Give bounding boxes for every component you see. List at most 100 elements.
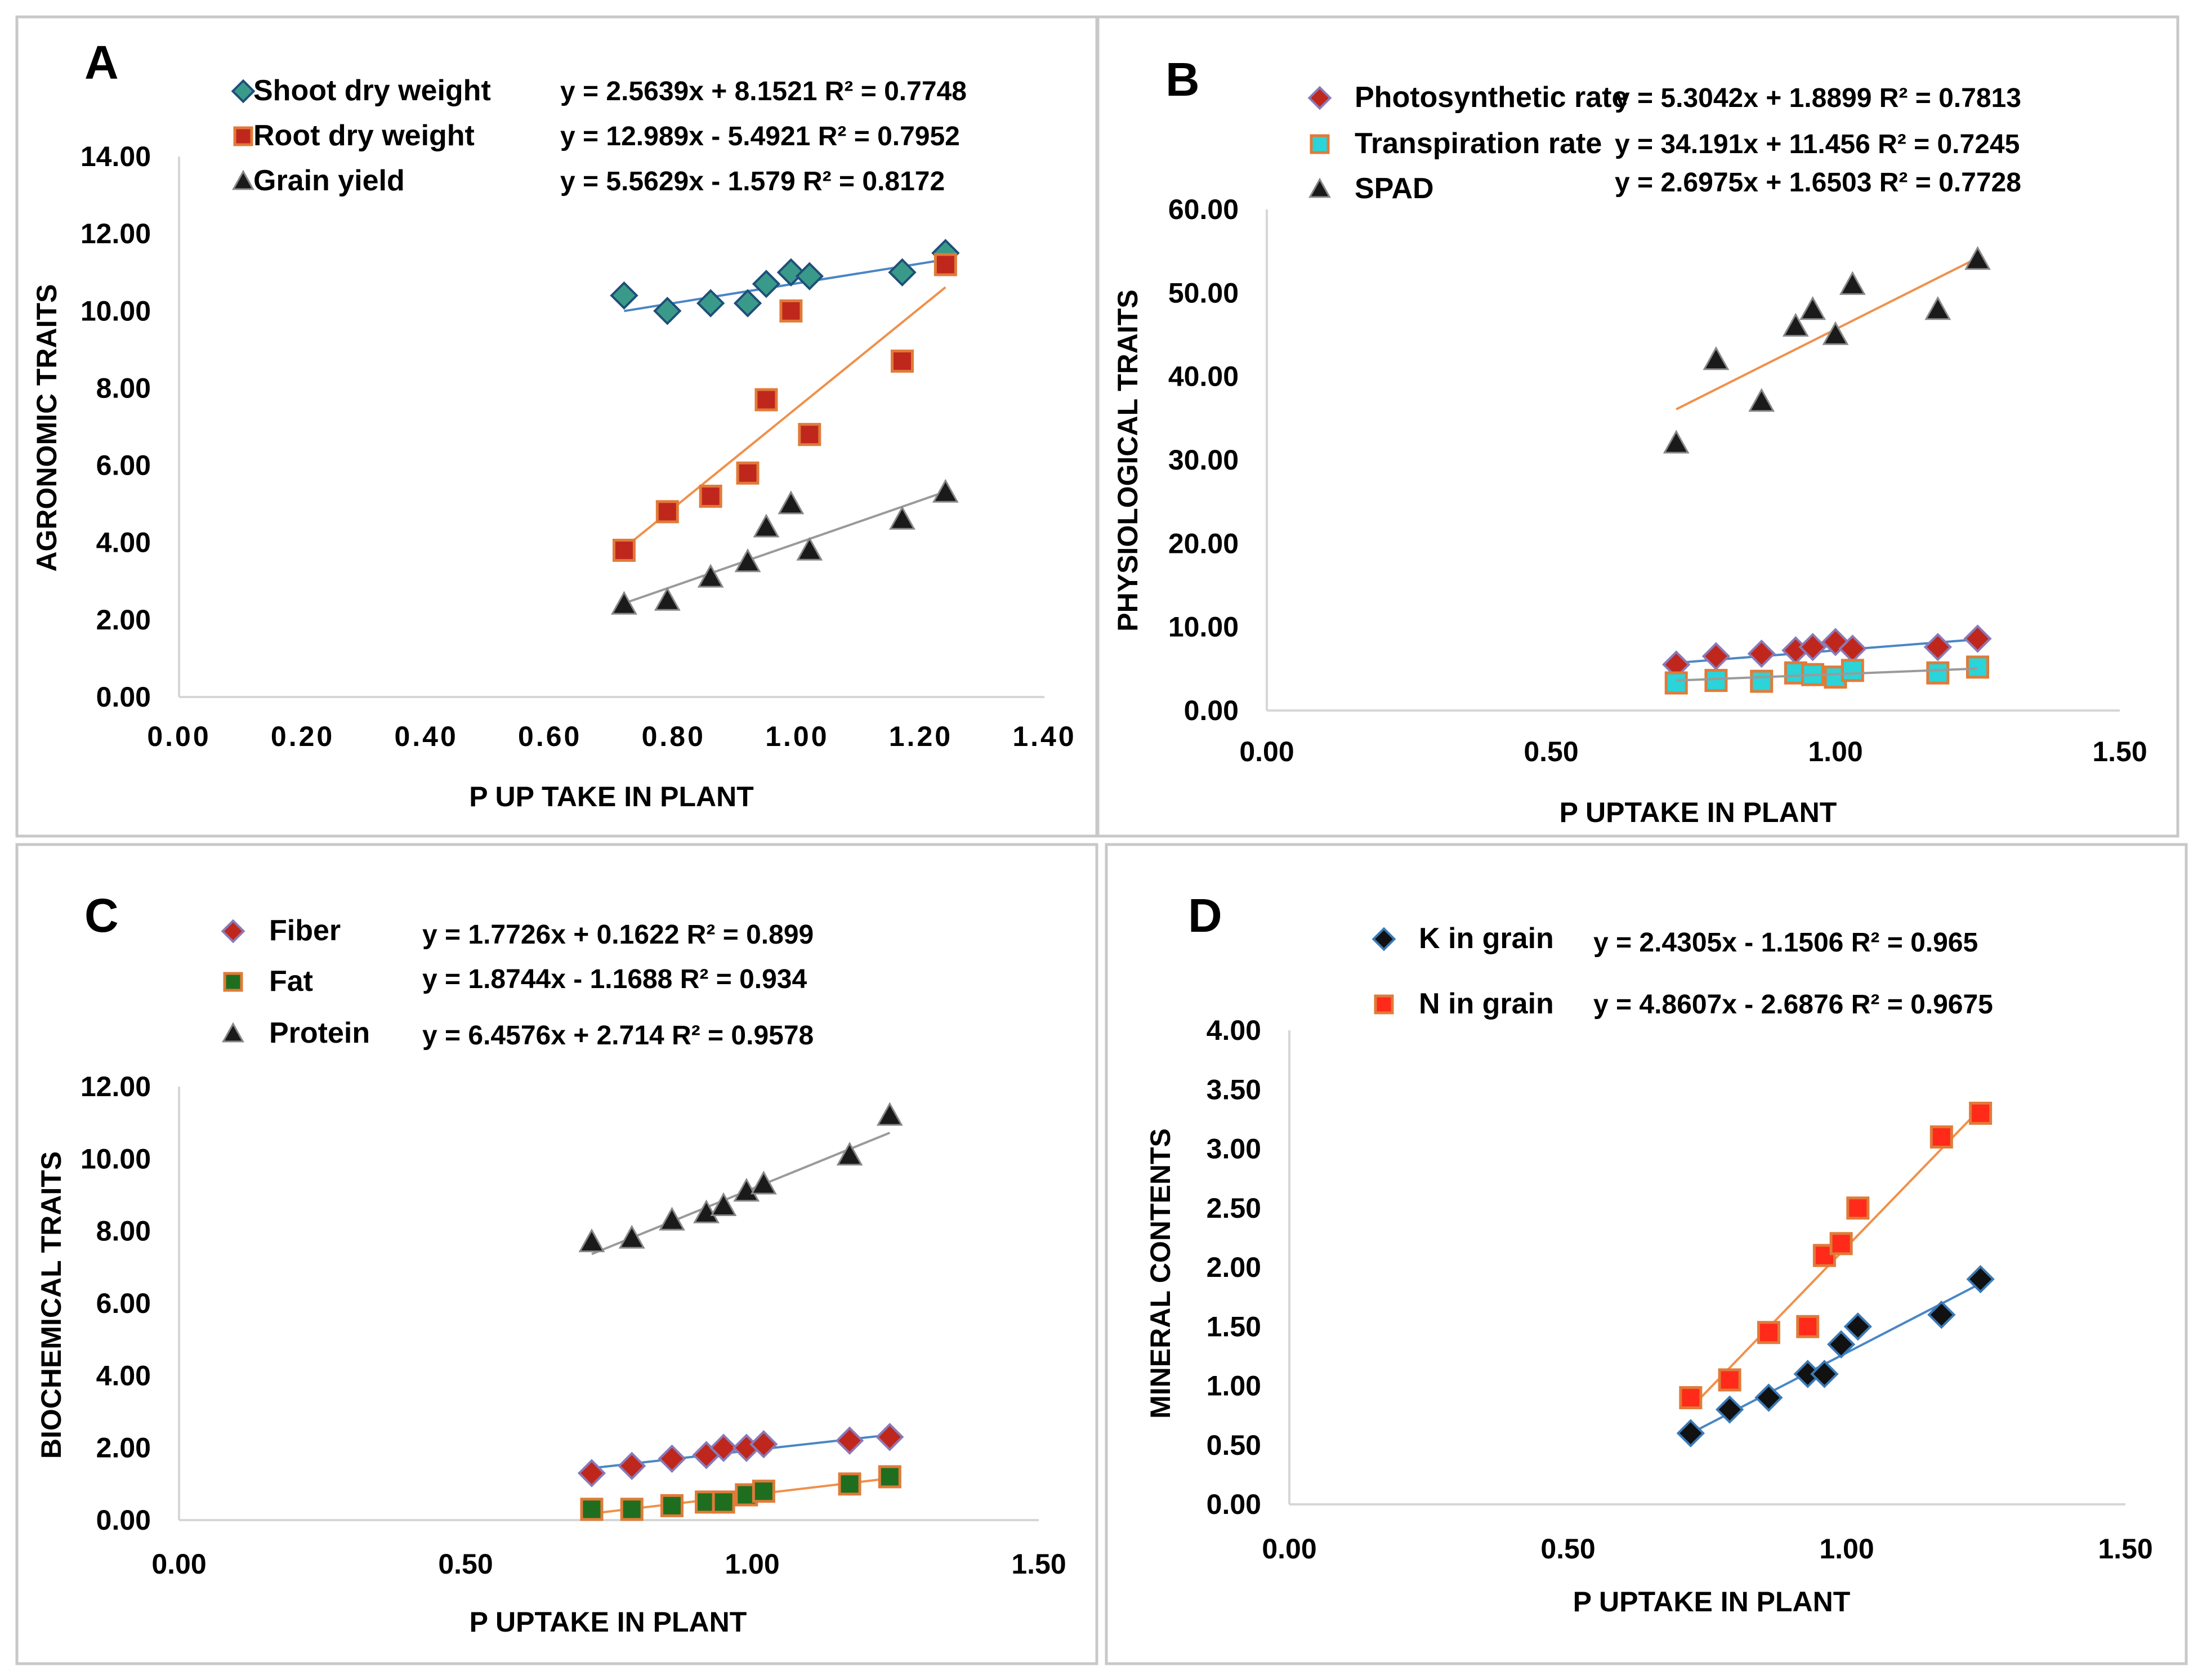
data-point — [612, 538, 636, 562]
y-tick-label: 4.00 — [96, 1360, 151, 1391]
y-tick-label: 1.00 — [1207, 1370, 1261, 1402]
y-tick-label: 14.00 — [81, 141, 151, 172]
y-tick-label: 0.00 — [1207, 1489, 1261, 1520]
x-tick-label: 1.50 — [2098, 1533, 2152, 1565]
y-tick-label: 30.00 — [1168, 444, 1239, 476]
x-axis-label: P UPTAKE IN PLANT — [1573, 1586, 1851, 1618]
data-point — [1812, 1244, 1836, 1267]
y-tick-label: 8.00 — [96, 372, 151, 404]
x-tick-label: 0.00 — [151, 1548, 206, 1580]
data-point — [1839, 271, 1866, 295]
y-tick-label: 12.00 — [81, 218, 151, 249]
x-tick-label: 1.50 — [2092, 736, 2147, 767]
series-fiber — [577, 1423, 904, 1487]
data-point — [1750, 669, 1774, 693]
data-point — [889, 506, 915, 530]
data-point — [696, 289, 725, 318]
data-point — [653, 297, 682, 325]
series-spad — [1663, 246, 1991, 682]
y-tick-label: 8.00 — [96, 1216, 151, 1247]
y-axis-label: PHYSIOLOGICAL TRAITS — [1112, 289, 1144, 631]
trendline-equation: y = 2.5639x + 8.1521 R² = 0.7748 — [560, 77, 967, 106]
x-tick-label: 0.50 — [1524, 736, 1578, 767]
series-n-in-grain — [1679, 1101, 1993, 1410]
series-transpiration-rate — [1664, 257, 1989, 695]
y-tick-label: 0.50 — [1207, 1429, 1261, 1461]
y-tick-label: 10.00 — [81, 1143, 151, 1174]
data-point — [610, 281, 638, 310]
data-point — [776, 258, 806, 287]
data-point — [750, 1170, 777, 1195]
series-k-in-grain — [1676, 1265, 1995, 1447]
data-point — [752, 1480, 775, 1503]
data-point — [1715, 1395, 1744, 1424]
data-point — [749, 1430, 778, 1459]
data-point — [733, 289, 762, 318]
legend-label: Shoot dry weight — [253, 74, 491, 107]
x-tick-label: 1.00 — [725, 1548, 779, 1580]
y-tick-label: 4.00 — [1207, 1015, 1261, 1046]
data-point — [933, 253, 957, 276]
data-point — [836, 1141, 863, 1166]
series-root-dry-weight — [612, 253, 957, 562]
panel-frame-b — [1096, 15, 2179, 838]
y-tick-label: 10.00 — [1168, 611, 1239, 643]
legend-marker — [1310, 134, 1330, 154]
data-point — [611, 591, 637, 615]
y-tick-label: 12.00 — [81, 1071, 151, 1102]
data-point — [659, 1207, 685, 1231]
data-point — [878, 1465, 901, 1489]
x-tick-label: 1.00 — [1819, 1533, 1874, 1565]
data-point — [1799, 296, 1826, 320]
legend-marker — [1307, 86, 1332, 110]
data-point — [1966, 1265, 1995, 1294]
y-tick-label: 1.50 — [1207, 1311, 1261, 1342]
data-point — [734, 548, 761, 573]
data-point — [778, 490, 805, 515]
y-tick-label: 6.00 — [96, 1288, 151, 1319]
data-point — [835, 1426, 864, 1455]
y-tick-label: 2.00 — [96, 1432, 151, 1464]
trendline-equation: y = 5.5629x - 1.579 R² = 0.8172 — [560, 167, 945, 196]
trendline-equation: y = 2.4305x - 1.1506 R² = 0.965 — [1593, 928, 1978, 958]
x-tick-label: 1.00 — [765, 721, 829, 752]
x-tick-label: 0.20 — [271, 721, 334, 752]
data-point — [1798, 633, 1827, 662]
panel-letter-b: B — [1165, 53, 1200, 106]
data-point — [1927, 1301, 1956, 1329]
y-axis-label: AGRONOMIC TRAITS — [31, 284, 62, 571]
x-tick-label: 0.80 — [642, 721, 705, 752]
data-point — [1704, 669, 1728, 692]
x-tick-label: 1.50 — [1011, 1548, 1066, 1580]
data-point — [693, 1199, 720, 1223]
data-point — [1796, 1315, 1820, 1338]
plot-c: 0.00 2.00 4.00 6.00 8.00 10.00 12.00 0.00 0.50 1.… — [35, 914, 1066, 1638]
data-point — [699, 484, 722, 508]
data-point — [1963, 624, 1992, 653]
data-point — [710, 1192, 737, 1216]
trendline-equation: y = 2.6975x + 1.6503 R² = 0.7728 — [1615, 168, 2021, 198]
data-point — [890, 349, 914, 373]
data-point — [798, 423, 821, 446]
data-point — [876, 1423, 904, 1451]
y-tick-label: 6.00 — [96, 450, 151, 481]
data-point — [1810, 1360, 1839, 1388]
x-tick-label: 0.00 — [147, 721, 211, 752]
data-point — [795, 262, 824, 291]
y-tick-label: 2.00 — [96, 604, 151, 636]
x-tick-label: 0.00 — [1262, 1533, 1316, 1565]
legend-marker — [1308, 177, 1331, 198]
data-point — [654, 587, 681, 611]
data-point — [577, 1459, 606, 1487]
data-point — [1821, 628, 1850, 656]
data-point — [754, 388, 778, 412]
y-tick-label: 0.00 — [96, 1504, 151, 1536]
data-point — [838, 1472, 861, 1496]
x-tick-label: 0.40 — [394, 721, 458, 752]
legend-marker — [1372, 927, 1396, 951]
y-tick-label: 2.00 — [1207, 1252, 1261, 1283]
y-tick-label: 3.50 — [1207, 1074, 1261, 1105]
data-point — [578, 1228, 605, 1253]
legend-label: Fiber — [269, 914, 341, 947]
data-point — [1663, 430, 1690, 454]
